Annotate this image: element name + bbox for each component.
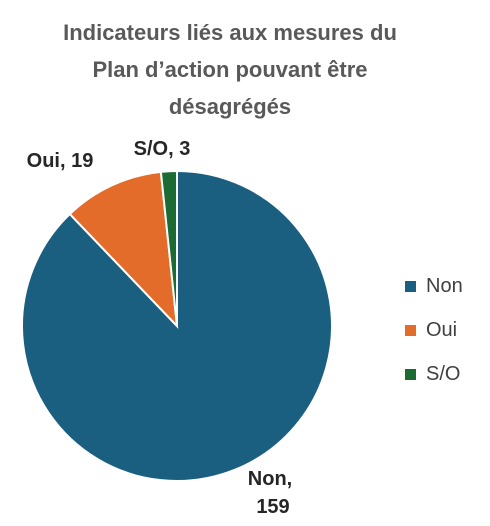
data-label-so: S/O, 3 bbox=[134, 138, 191, 160]
data-label-oui: Oui, 19 bbox=[27, 150, 94, 172]
pie-slice-so bbox=[159, 169, 178, 327]
legend: Non Oui S/O bbox=[405, 264, 463, 396]
legend-label-non: Non bbox=[426, 274, 463, 297]
legend-swatch-non bbox=[405, 280, 416, 292]
legend-label-oui: Oui bbox=[426, 318, 458, 341]
data-label-non-line2: 159 bbox=[256, 496, 289, 518]
chart-title-line-2: Plan d’action pouvant être bbox=[92, 57, 368, 82]
legend-item-non: Non bbox=[405, 264, 463, 308]
legend-swatch-oui bbox=[405, 324, 416, 336]
legend-swatch-so bbox=[405, 368, 416, 380]
chart-title-line-3: désagrégés bbox=[168, 94, 292, 119]
pie-slices bbox=[21, 169, 333, 482]
chart-title: Indicateurs liés aux mesures du Plan d’a… bbox=[20, 14, 440, 125]
pie-slice-oui bbox=[68, 170, 179, 329]
legend-item-oui: Oui bbox=[405, 308, 463, 352]
data-label-non-line1: Non, bbox=[248, 468, 292, 490]
legend-label-so: S/O bbox=[426, 362, 461, 385]
legend-item-so: S/O bbox=[405, 352, 463, 396]
chart-title-line-1: Indicateurs liés aux mesures du bbox=[63, 20, 397, 45]
